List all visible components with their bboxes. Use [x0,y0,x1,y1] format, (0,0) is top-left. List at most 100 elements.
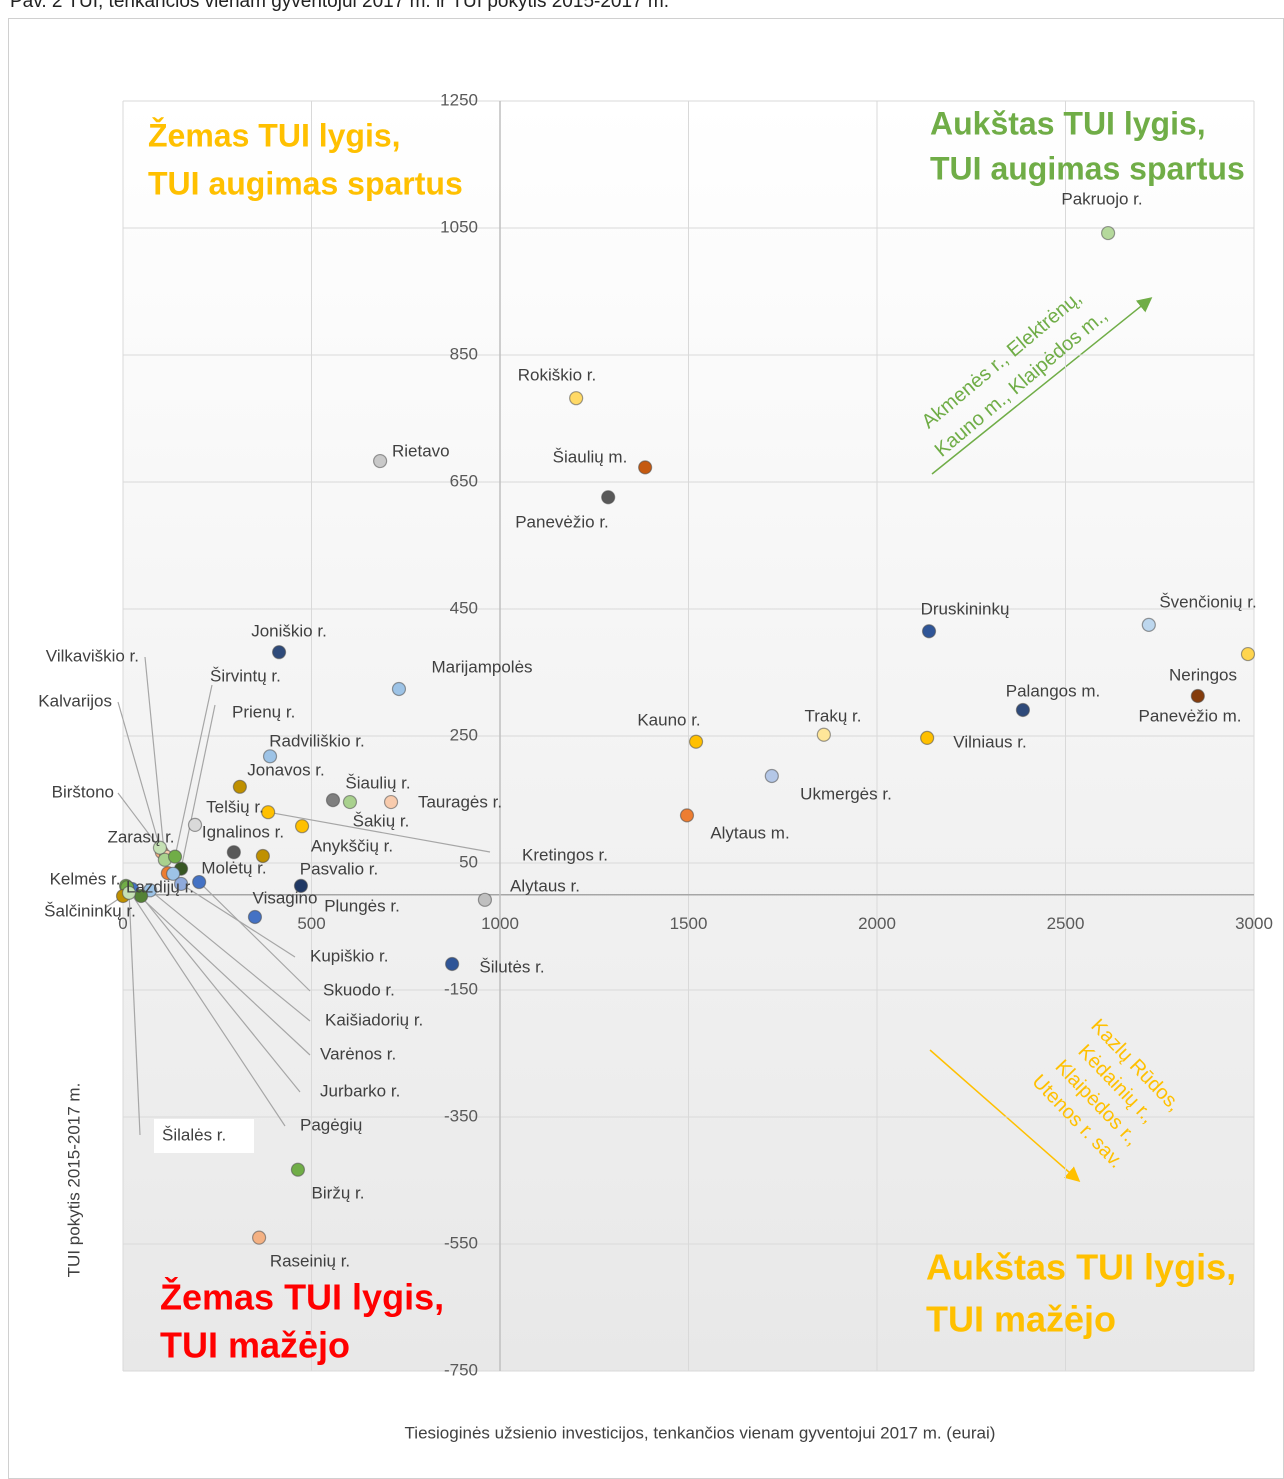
leader-line [131,888,311,1056]
point-label: Lazdijų r. [126,877,194,896]
leader-line [268,811,491,853]
point-label: Šilalės r. [162,1125,226,1144]
chart-title: Pav. 2 TUI, tenkančios vienam gyventojui… [10,0,669,12]
point-label: Biržų r. [312,1183,365,1202]
point [251,1230,267,1245]
point-label: Vilniaus r. [953,732,1026,751]
point-label: Švenčionių r. [1159,592,1256,611]
point-label: Šakių r. [353,811,410,830]
point [290,1162,306,1177]
point-label: Kupiškio r. [310,946,388,965]
point-label: Palangos m. [1006,681,1101,700]
x-tick-label: 1500 [670,914,708,933]
point-label: Šalčininkų r. [44,901,136,920]
point [391,681,407,697]
point [383,794,399,810]
point [638,460,653,475]
point-label: Rietavo [392,441,450,460]
point [342,794,358,810]
leader-line [144,656,166,860]
label-box [154,1119,254,1153]
annotation-text: TUI mažėjo [160,1325,350,1366]
x-tick-label: 500 [297,914,325,933]
arrow [931,297,1153,475]
y-tick-label: -750 [444,1360,478,1379]
point-label: Druskininkų [921,599,1010,618]
point-label: Vilkaviškio r. [46,646,139,665]
point [921,624,937,639]
point [226,845,241,860]
annotation: Žemas TUI lygis, TUI augimas spartus [148,117,463,201]
point-label: Plungės r. [324,896,400,915]
point [445,956,460,972]
point-label: Zarasų r. [107,827,174,846]
point-label: Šilutės r. [479,957,544,976]
leaders [104,656,491,1136]
annotation-text: Aukštas TUI lygis, [926,1247,1236,1288]
point-label: Jonavos r. [247,760,325,779]
point-label: Panevėžio r. [515,512,609,531]
point-label: Birštono [52,782,114,801]
point-label: Kretingos r. [522,845,608,864]
point [173,876,189,892]
point-label: Prienų r. [232,702,295,721]
point [294,819,310,834]
point-label: Pakruojo r. [1061,189,1142,208]
point-label: Ukmergės r. [800,784,892,803]
point [166,866,181,881]
point-label: Kalvarijos [38,691,112,710]
point-label: Alytaus r. [510,876,580,895]
point-label: Trakų r. [805,706,862,725]
point-label: Alytaus m. [710,823,789,842]
point-label: Kaišiadorių r. [325,1010,423,1029]
leader-line [128,892,141,1136]
annotation: Aukštas TUI lygis, TUI augimas spartus [930,105,1245,186]
annotation-text: Žemas TUI lygis, [160,1276,444,1318]
point [261,805,276,820]
y-axis-label: TUI pokytis 2015-2017 m. [64,1083,83,1278]
point [688,734,704,749]
point [569,391,584,406]
point-label: Kauno r. [637,710,700,729]
point [679,808,695,823]
point-label: Marijampolės [431,657,532,676]
point [1101,225,1116,241]
y-tick-label: -550 [444,1233,478,1252]
x-tick-label: 3000 [1235,914,1273,933]
y-tick-label: 450 [450,598,478,617]
point-label: Molėtų r. [201,858,266,877]
point-label: Širvintų r. [210,666,281,685]
point [232,779,247,794]
point [293,878,309,893]
leader-line [180,704,216,869]
point-label: Kelmės r. [50,869,121,888]
point-label: Skuodo r. [323,980,395,999]
point [373,453,388,469]
annotation-text: Žemas TUI lygis, [148,117,401,153]
x-tick-label: 2000 [858,914,896,933]
point-label: Visagino [253,888,318,907]
annotation-text: TUI augimas spartus [930,150,1245,186]
y-tick-label: 1050 [440,217,478,236]
point-label: Rokiškio r. [518,365,596,384]
point-label: Šiaulių r. [345,773,410,792]
point-label: Pasvalio r. [300,859,378,878]
markers [115,225,1256,1245]
leader-line [117,701,161,848]
point [1015,702,1030,718]
point [477,892,493,907]
y-tick-label: 1250 [440,90,478,109]
x-tick-label: 0 [118,914,127,933]
point [920,730,935,746]
point [271,645,287,660]
leader-line [198,881,311,992]
point-label: Neringos [1169,665,1237,684]
point [764,768,779,784]
point [262,749,278,764]
leader-line [140,895,301,1093]
y-tick-label: -350 [444,1106,478,1125]
point [1190,688,1205,704]
point-label: Ignalinos r. [202,822,284,841]
point [255,848,270,864]
